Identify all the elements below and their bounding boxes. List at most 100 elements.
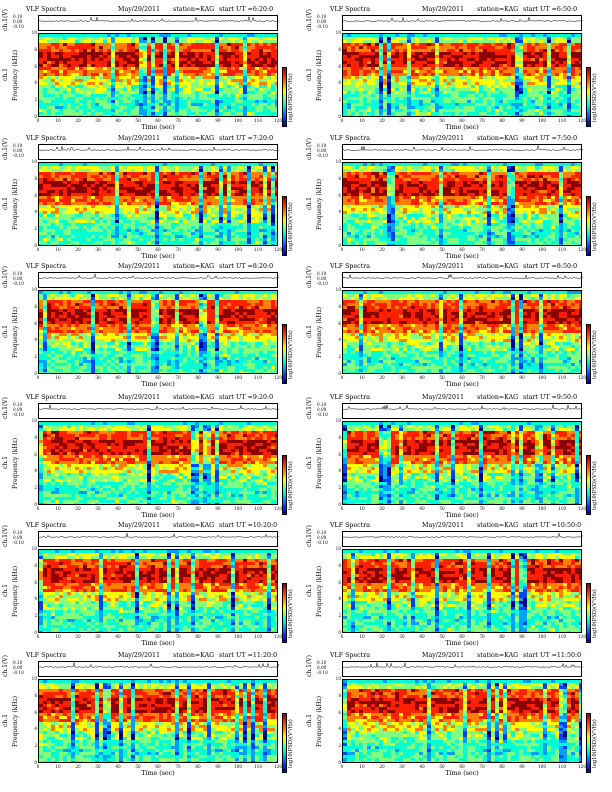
spectrogram-cell [195,58,200,62]
spectrogram-cell [559,58,564,62]
spectrogram-cell [147,217,152,221]
spectrogram-cell [75,220,80,224]
spectrogram-cell [423,82,428,86]
spectrogram-cell [231,94,236,98]
spectrogram-cell [175,67,180,71]
spectrogram-ytick-label: 10 [32,159,37,164]
spectrogram-cell [435,37,440,41]
spectrogram-cell [511,49,516,53]
spectrogram-cell [579,91,581,95]
spectrogram-cell [119,199,124,203]
spectrogram-cell [459,103,464,107]
spectrogram-cell [391,40,396,44]
spectrogram-cell [135,202,140,206]
spectrogram-cell [363,94,368,98]
spectrogram-cell [59,169,64,173]
spectrogram-cell [251,37,256,41]
spectrogram-cell [119,52,124,56]
spectrogram-cell [227,166,232,170]
spectrogram-cell [259,76,264,80]
spectrogram-cell [255,175,260,179]
spectrogram-cell [143,199,148,203]
spectrogram-cell [139,43,144,47]
spectrogram-cell [107,94,112,98]
spectrogram-cell [51,166,56,170]
spectrogram-cell [203,163,208,167]
spectrogram-cell [39,163,44,167]
spectrogram-cell [415,70,420,74]
spectrogram-cell [511,109,516,113]
spectrogram-cell [235,79,240,83]
spectrogram-cell [379,106,384,110]
spectrogram-cell [263,220,268,224]
spectrogram-xtick-label: 60 [155,118,160,123]
spectrogram-cell [535,109,540,113]
spectrogram-cell [171,103,176,107]
spectrogram-cell [455,46,460,50]
spectrogram-cell [271,43,276,47]
spectrogram-cell [87,220,92,224]
spectrogram-cell [139,70,144,74]
spectrogram-cell [215,88,220,92]
spectrogram-cell [199,91,204,95]
spectrogram-cell [247,103,252,107]
spectrogram-cell [275,184,277,188]
spectrogram-cell [227,208,232,212]
spectrogram-cell [211,43,216,47]
spectrogram-cell [247,232,252,236]
spectrogram-cell [463,61,468,65]
spectrogram-cell [443,61,448,65]
spectrogram-cell [459,76,464,80]
spectrogram-cell [227,172,232,176]
spectrogram-cell [523,94,528,98]
spectrogram-cell [51,232,56,236]
spectrogram-cell [363,52,368,56]
spectrogram-cell [163,193,168,197]
timeseries-ylabel: ch.1(V) [2,9,11,31]
spectrogram-cell [551,67,556,71]
spectrogram-cell [239,193,244,197]
spectrogram-cell [59,94,64,98]
spectrogram-cell [343,103,348,107]
spectrogram-cell [399,76,404,80]
spectrogram-cell [495,103,500,107]
spectrogram-cell [83,61,88,65]
spectrogram-cell [227,58,232,62]
spectrogram-cell [399,115,404,116]
spectrogram-cell [235,82,240,86]
spectrogram-cell [175,172,180,176]
spectrogram-cell [471,112,476,116]
spectrogram-cell [39,175,44,179]
spectrogram-cell [51,91,56,95]
spectrogram-cell [159,61,164,65]
spectrogram-cell [359,97,364,101]
spectrogram-cell [103,106,108,110]
spectrogram-cell [219,214,224,218]
spectrogram-cell [259,43,264,47]
spectrogram-cell [267,112,272,116]
spectrogram-cell [535,61,540,65]
spectrogram-cell [259,175,264,179]
spectrogram-cell [211,166,216,170]
spectrogram-cell [391,58,396,62]
spectrogram-cell [491,91,496,95]
spectrogram-cell [247,52,252,56]
spectrogram-cell [447,49,452,53]
spectrogram-cell [411,82,416,86]
spectrogram-cell [523,82,528,86]
spectrogram-cell [423,103,428,107]
spectrogram-cell [391,64,396,68]
spectrogram-cell [159,235,164,239]
spectrogram-cell [155,85,160,89]
spectrogram-cell [43,202,48,206]
spectrogram-cell [567,100,572,104]
spectrogram-cell [395,106,400,110]
spectrogram-cell [555,58,560,62]
spectrogram-cell [67,172,72,176]
spectrogram-cell [175,100,180,104]
spectrogram-cell [459,70,464,74]
spectrogram-cell [211,37,216,41]
spectrogram-cell [415,88,420,92]
spectrogram-cell [115,229,120,233]
spectrogram-cell [463,82,468,86]
